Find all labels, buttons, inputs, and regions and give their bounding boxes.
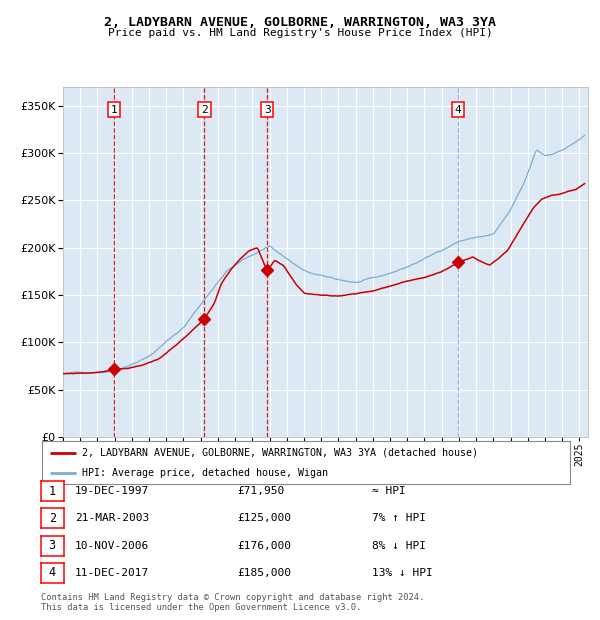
Text: Contains HM Land Registry data © Crown copyright and database right 2024.
This d: Contains HM Land Registry data © Crown c… (41, 593, 424, 612)
Text: 4: 4 (455, 105, 461, 115)
Text: 2: 2 (49, 512, 56, 525)
Text: 10-NOV-2006: 10-NOV-2006 (75, 541, 149, 551)
Text: £71,950: £71,950 (237, 486, 284, 496)
Text: 1: 1 (110, 105, 118, 115)
Text: £176,000: £176,000 (237, 541, 291, 551)
Text: Price paid vs. HM Land Registry's House Price Index (HPI): Price paid vs. HM Land Registry's House … (107, 29, 493, 38)
Text: 13% ↓ HPI: 13% ↓ HPI (372, 568, 433, 578)
Text: £125,000: £125,000 (237, 513, 291, 523)
Text: ≈ HPI: ≈ HPI (372, 486, 406, 496)
Text: 2, LADYBARN AVENUE, GOLBORNE, WARRINGTON, WA3 3YA: 2, LADYBARN AVENUE, GOLBORNE, WARRINGTON… (104, 16, 496, 29)
Text: 21-MAR-2003: 21-MAR-2003 (75, 513, 149, 523)
Text: 1: 1 (49, 485, 56, 497)
Text: 7% ↑ HPI: 7% ↑ HPI (372, 513, 426, 523)
Text: 19-DEC-1997: 19-DEC-1997 (75, 486, 149, 496)
Text: £185,000: £185,000 (237, 568, 291, 578)
Text: 2, LADYBARN AVENUE, GOLBORNE, WARRINGTON, WA3 3YA (detached house): 2, LADYBARN AVENUE, GOLBORNE, WARRINGTON… (82, 448, 478, 458)
Text: 3: 3 (264, 105, 271, 115)
Text: 3: 3 (49, 539, 56, 552)
Text: HPI: Average price, detached house, Wigan: HPI: Average price, detached house, Wiga… (82, 468, 328, 478)
Text: 4: 4 (49, 567, 56, 579)
Text: 2: 2 (201, 105, 208, 115)
Text: 8% ↓ HPI: 8% ↓ HPI (372, 541, 426, 551)
Text: 11-DEC-2017: 11-DEC-2017 (75, 568, 149, 578)
